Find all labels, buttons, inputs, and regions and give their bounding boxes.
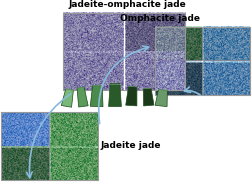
- Text: Jadeite-omphacite jade: Jadeite-omphacite jade: [68, 0, 186, 9]
- Polygon shape: [143, 88, 154, 106]
- Bar: [1, 112, 98, 180]
- Bar: [203, 27, 250, 60]
- Bar: [1, 147, 49, 180]
- Text: Omphacite jade: Omphacite jade: [120, 14, 200, 23]
- Bar: [155, 62, 202, 95]
- Bar: [155, 27, 250, 95]
- Polygon shape: [126, 86, 137, 106]
- Text: Jadeite jade: Jadeite jade: [100, 141, 161, 150]
- Polygon shape: [77, 87, 88, 107]
- Polygon shape: [61, 89, 73, 107]
- Bar: [50, 147, 98, 180]
- Bar: [63, 13, 185, 90]
- Bar: [1, 112, 49, 146]
- Polygon shape: [109, 84, 121, 106]
- Bar: [63, 52, 123, 90]
- Polygon shape: [90, 85, 103, 107]
- Polygon shape: [155, 90, 167, 107]
- Bar: [125, 13, 185, 51]
- Bar: [203, 62, 250, 95]
- Bar: [63, 13, 123, 51]
- Bar: [125, 52, 185, 90]
- Bar: [155, 27, 202, 60]
- Bar: [50, 112, 98, 146]
